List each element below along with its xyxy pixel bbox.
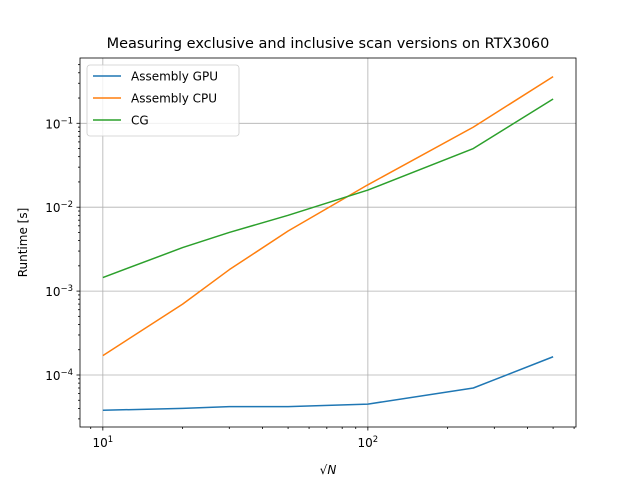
y-tick-label: 10−2 [45, 200, 73, 215]
axis-ticks: 101 102 10−4 10−3 10−2 10−1 [45, 64, 575, 450]
y-tick-label: 10−4 [45, 368, 73, 383]
series-lines [102, 75, 554, 412]
series-line-cg [102, 98, 554, 279]
x-tick-label: 101 [92, 435, 113, 450]
y-axis-label: Runtime [s] [16, 208, 30, 278]
x-tick-label: 102 [358, 435, 379, 450]
plot-frame [79, 57, 577, 428]
x-axis-label-variable: N [327, 463, 336, 477]
series-line-assembly-cpu [102, 75, 554, 357]
legend: Assembly GPU Assembly CPU CG [86, 64, 240, 137]
x-axis-label: √N [320, 463, 337, 477]
chart-title: Measuring exclusive and inclusive scan v… [107, 36, 550, 52]
y-tick-label: 10−1 [45, 116, 73, 131]
legend-label: Assembly GPU [131, 70, 218, 84]
y-tick-label: 10−3 [45, 284, 73, 299]
series-line-assembly-gpu [102, 356, 554, 412]
legend-box [86, 64, 240, 137]
legend-label: CG [131, 114, 149, 128]
legend-label: Assembly CPU [131, 92, 217, 106]
